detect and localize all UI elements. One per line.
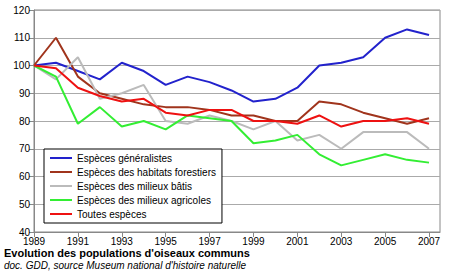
svg-text:1995: 1995	[155, 236, 178, 247]
svg-text:2003: 2003	[330, 236, 353, 247]
svg-text:Evolution des populations d'oi: Evolution des populations d'oiseaux comm…	[4, 247, 250, 259]
svg-text:2005: 2005	[374, 236, 397, 247]
svg-text:Toutes espèces: Toutes espèces	[77, 209, 147, 220]
svg-text:70: 70	[19, 143, 31, 154]
svg-text:doc. GDD, source Museum nation: doc. GDD, source Museum national d'histo…	[4, 260, 246, 271]
svg-text:60: 60	[19, 171, 31, 182]
svg-text:1999: 1999	[242, 236, 265, 247]
svg-text:Espèces généralistes: Espèces généralistes	[77, 153, 172, 164]
svg-text:1993: 1993	[111, 236, 134, 247]
svg-text:120: 120	[13, 5, 30, 16]
svg-text:80: 80	[19, 116, 31, 127]
svg-text:Espèces des milieux agricoles: Espèces des milieux agricoles	[77, 195, 211, 206]
svg-text:1989: 1989	[23, 236, 46, 247]
svg-text:50: 50	[19, 199, 31, 210]
svg-text:2007: 2007	[418, 236, 441, 247]
svg-text:Espèces des milieux bâtis: Espèces des milieux bâtis	[77, 181, 192, 192]
svg-text:110: 110	[14, 32, 30, 43]
svg-text:90: 90	[19, 88, 31, 99]
svg-text:40: 40	[18, 226, 30, 238]
svg-text:1997: 1997	[198, 236, 221, 247]
svg-text:100: 100	[13, 60, 30, 71]
svg-text:Espèces des habitats forestier: Espèces des habitats forestiers	[77, 167, 216, 178]
svg-text:2001: 2001	[286, 236, 309, 247]
svg-text:1991: 1991	[67, 236, 90, 247]
